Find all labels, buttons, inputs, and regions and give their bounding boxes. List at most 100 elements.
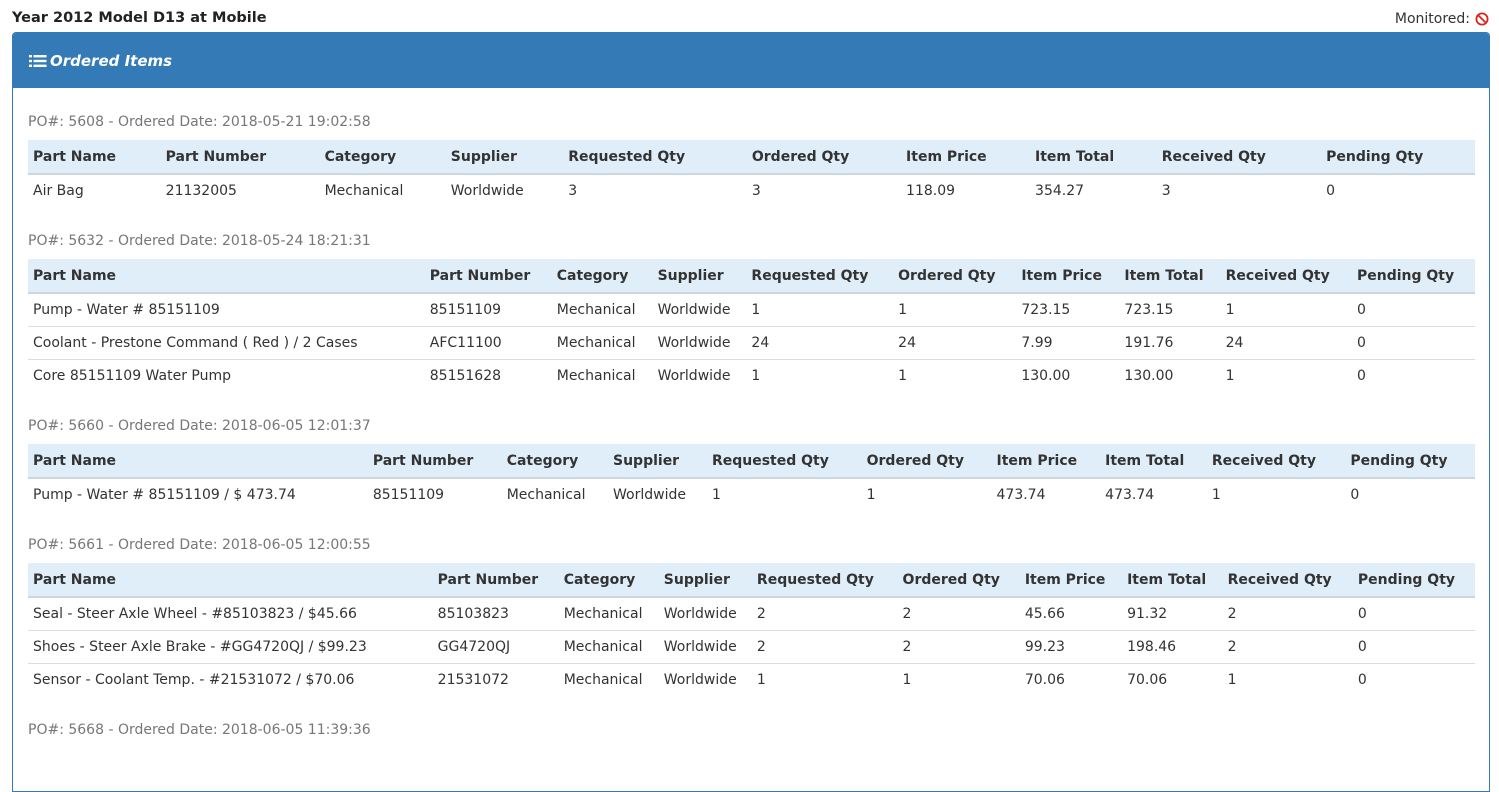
table-cell: 473.74 (1105, 487, 1155, 503)
table-cell: 0 (1350, 487, 1360, 503)
column-header: Item Price (901, 140, 1031, 175)
table-cell: 85151628 (424, 359, 552, 392)
po-header: PO#: 5660 - Ordered Date: 2018-06-05 12:… (28, 418, 371, 434)
table-row: Shoes - Steer Axle Brake - #GG4720QJ / $… (28, 630, 1475, 664)
table-cell: 2 (897, 630, 1020, 664)
ordered-items-panel: Ordered Items PO#: 5608 - Ordered Date: … (12, 32, 1490, 792)
table-cell: 1 (751, 302, 761, 318)
table-cell: 0 (1356, 302, 1366, 318)
table-row: Pump - Water # 85151109 85151109 Mechanica… (28, 293, 1475, 327)
column-header: Ordered Qty (746, 140, 902, 175)
column-header: Part Name (28, 444, 368, 479)
column-header: Category (558, 563, 659, 598)
table-cell: 85151109 (372, 487, 445, 503)
column-header: Ordered Qty (893, 259, 1017, 294)
table-cell: 0 (1357, 606, 1367, 622)
column-header: Received Qty (1156, 140, 1322, 175)
table-cell: 70.06 (1122, 663, 1223, 696)
table-cell: 723.15 (1021, 302, 1071, 318)
table-cell: 723.15 (1124, 302, 1174, 318)
table-row: Air Bag 21132005 Mechanical Worldwide 3 3 118.… (28, 174, 1475, 207)
table-cell: 85151109 (429, 302, 502, 318)
table-cell: 191.76 (1119, 326, 1221, 360)
table-header-row: Part Name Part Number Category Supplier Requ… (28, 259, 1475, 294)
table-cell: Coolant - Prestone Command ( Red ) / 2 C… (28, 326, 425, 360)
column-header: Item Total (1100, 444, 1207, 479)
table-cell: Worldwide (613, 487, 686, 503)
no-entry-icon (1475, 12, 1489, 26)
table-cell: 0 (1351, 326, 1475, 360)
column-header: Part Number (432, 563, 559, 598)
table-cell: 0 (1326, 183, 1336, 199)
po-header: PO#: 5608 - Ordered Date: 2018-05-21 19:… (28, 114, 371, 130)
column-header: Received Qty (1220, 259, 1352, 294)
column-header: Item Price (1019, 563, 1123, 598)
table-cell: Worldwide (658, 663, 752, 696)
monitored-label: Monitored: (1394, 11, 1470, 27)
column-header: Pending Qty (1351, 259, 1475, 294)
column-header: Part Name (28, 259, 425, 294)
table-cell: 473.74 (996, 487, 1046, 503)
table-cell: Mechanical (558, 630, 659, 664)
column-header: Part Number (424, 259, 552, 294)
table-cell: Seal - Steer Axle Wheel - #85103823 / $4… (33, 606, 357, 622)
table-cell: 1 (1222, 663, 1353, 696)
column-header: Item Total (1122, 563, 1223, 598)
column-header: Item Price (1016, 259, 1120, 294)
orders-list: PO#: 5608 - Ordered Date: 2018-05-21 19:… (13, 114, 1489, 738)
monitored-status: Monitored: (1395, 11, 1489, 27)
table-cell: 85103823 (437, 606, 509, 622)
table-cell: 24 (1220, 326, 1352, 360)
table-cell: 1 (897, 663, 1020, 696)
column-header: Supplier (658, 563, 752, 598)
column-header: Supplier (445, 140, 564, 175)
table-cell: 1 (1225, 302, 1235, 318)
table-cell: 2 (902, 606, 912, 622)
column-header: Category (319, 140, 446, 175)
table-row: Coolant - Prestone Command ( Red ) / 2 C… (28, 326, 1475, 360)
table-cell: 1 (898, 302, 908, 318)
table-cell: 130.00 (1016, 359, 1120, 392)
column-header: Requested Qty (746, 259, 894, 294)
table-cell: 0 (1351, 359, 1475, 392)
column-header: Part Number (367, 444, 502, 479)
table-cell: 1 (1211, 487, 1221, 503)
table-cell: 21132005 (165, 183, 237, 199)
table-cell: 24 (746, 326, 894, 360)
table-cell: Core 85151109 Water Pump (28, 359, 425, 392)
page-title: Year 2012 Model D13 at Mobile (12, 10, 267, 26)
table-cell: 45.66 (1024, 606, 1065, 622)
table-cell: 7.99 (1016, 326, 1120, 360)
table-cell: 99.23 (1019, 630, 1123, 664)
table-cell: Worldwide (652, 359, 747, 392)
po-block: PO#: 5608 - Ordered Date: 2018-05-21 19:… (28, 114, 1475, 207)
column-header: Requested Qty (751, 563, 898, 598)
table-cell: 1 (746, 359, 894, 392)
table-cell: Mechanical (551, 326, 653, 360)
table-cell: AFC11100 (424, 326, 552, 360)
table-cell: Worldwide (652, 326, 747, 360)
table-cell: 2 (1227, 606, 1237, 622)
column-header: Supplier (652, 259, 747, 294)
table-cell: 198.46 (1122, 630, 1223, 664)
table-cell: 354.27 (1035, 183, 1085, 199)
table-cell: 3 (568, 183, 578, 199)
table-cell: Worldwide (657, 302, 731, 318)
order-items-table: Part Name Part Number Category Supplier Requ… (28, 259, 1475, 392)
table-cell: GG4720QJ (432, 630, 559, 664)
table-cell: Worldwide (658, 630, 752, 664)
table-cell: Mechanical (558, 663, 659, 696)
po-header: PO#: 5632 - Ordered Date: 2018-05-24 18:… (28, 233, 371, 249)
table-cell: 1 (711, 487, 721, 503)
po-header: PO#: 5668 - Ordered Date: 2018-06-05 11:… (28, 722, 371, 738)
table-cell: Sensor - Coolant Temp. - #21531072 / $70… (28, 663, 433, 696)
table-cell: 3 (751, 183, 761, 199)
table-cell: 1 (893, 359, 1017, 392)
column-header: Ordered Qty (897, 563, 1020, 598)
table-row: Seal - Steer Axle Wheel - #85103823 / $4… (28, 597, 1475, 631)
table-cell: 130.00 (1119, 359, 1221, 392)
table-cell: Pump - Water # 85151109 / $ 473.74 (33, 487, 296, 503)
table-cell: 2 (1222, 630, 1353, 664)
table-cell: 21531072 (432, 663, 559, 696)
table-row: Pump - Water # 85151109 / $ 473.74 851511… (28, 478, 1475, 511)
